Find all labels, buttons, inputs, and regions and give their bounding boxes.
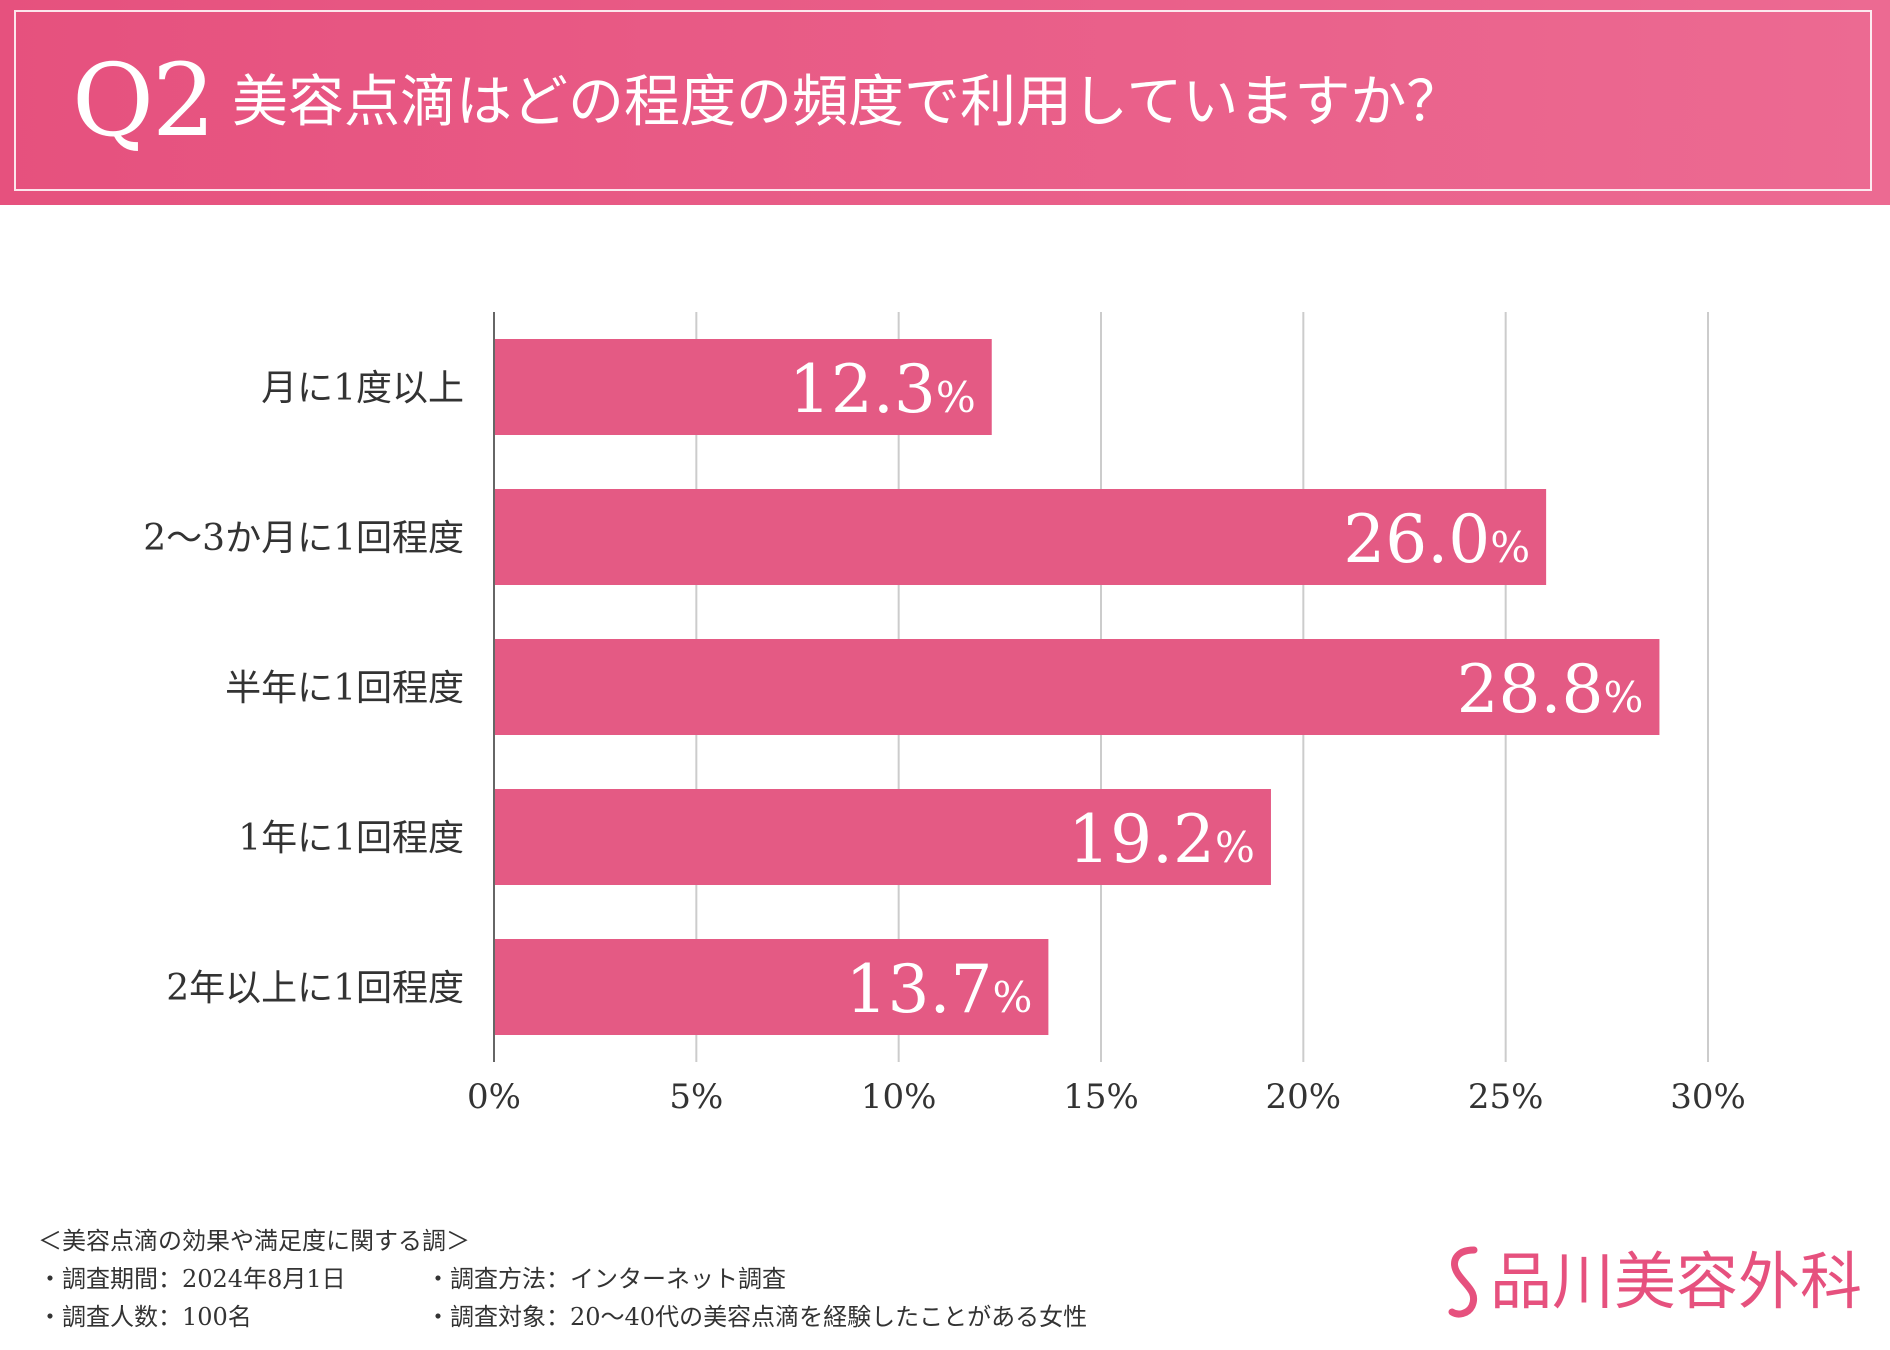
x-tick-label: 20% <box>1266 1077 1342 1117</box>
category-label: 1年に1回程度 <box>238 818 464 859</box>
data-label: 28.8% <box>1457 651 1644 728</box>
x-tick-label: 15% <box>1063 1077 1139 1117</box>
category-label: 2年以上に1回程度 <box>166 968 464 1009</box>
category-label: 半年に1回程度 <box>225 668 464 709</box>
survey-period: ・調査期間：2024年8月1日 <box>38 1265 346 1293</box>
x-tick-label: 5% <box>669 1077 723 1117</box>
bar <box>494 639 1660 735</box>
x-tick-label: 0% <box>467 1077 521 1117</box>
brand-name: 品川美容外科 <box>1489 1245 1862 1318</box>
question-title: 美容点滴はどの程度の頻度で利用していますか？ <box>232 70 1463 135</box>
header-banner: Q2 美容点滴はどの程度の頻度で利用していますか？ <box>0 0 1890 205</box>
bar <box>494 339 992 435</box>
data-label: 19.2% <box>1068 801 1255 878</box>
bar <box>494 789 1271 885</box>
data-label: 13.7% <box>846 951 1033 1028</box>
survey-method: ・調査方法：インターネット調査 <box>426 1265 786 1293</box>
header-frame <box>14 10 1872 191</box>
x-tick-label: 30% <box>1670 1077 1746 1117</box>
data-label: 26.0% <box>1343 501 1530 578</box>
category-label: 月に1度以上 <box>261 368 464 409</box>
bar <box>494 489 1547 585</box>
survey-info: ＜美容点滴の効果や満足度に関する調＞ ・調査期間：2024年8月1日 ・調査方法… <box>38 1222 1087 1336</box>
question-number: Q2 <box>72 42 216 159</box>
survey-target: ・調査対象：20〜40代の美容点滴を経験したことがある女性 <box>426 1303 1088 1331</box>
survey-name: ＜美容点滴の効果や満足度に関する調＞ <box>38 1227 470 1255</box>
category-label: 2〜3か月に1回程度 <box>143 518 464 559</box>
s-curve-logo-icon <box>1448 1246 1478 1318</box>
x-tick-label: 10% <box>861 1077 937 1117</box>
x-tick-label: 25% <box>1468 1077 1544 1117</box>
survey-respondents: ・調査人数：100名 <box>38 1303 252 1331</box>
data-label: 12.3% <box>789 351 976 428</box>
bar-chart: 月に1度以上 12.3% 2〜3か月に1回程度 26.0% 半年に1回程度 28.8% 1年… <box>143 312 1746 1117</box>
bar <box>494 939 1049 1035</box>
brand-logo: 品川美容外科 <box>1444 1242 1862 1322</box>
